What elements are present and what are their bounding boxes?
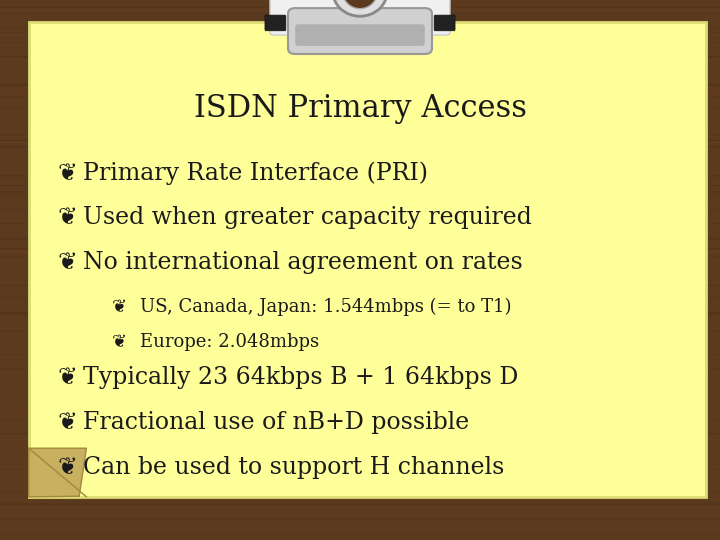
Text: ❦: ❦	[112, 298, 127, 316]
Text: ❦: ❦	[58, 366, 77, 389]
Text: No international agreement on rates: No international agreement on rates	[83, 251, 523, 274]
Text: ISDN Primary Access: ISDN Primary Access	[194, 92, 526, 124]
FancyBboxPatch shape	[265, 15, 286, 31]
Text: ❦: ❦	[58, 206, 77, 230]
Text: ❦: ❦	[58, 410, 77, 434]
Text: Used when greater capacity required: Used when greater capacity required	[83, 206, 531, 229]
Text: Europe: 2.048mbps: Europe: 2.048mbps	[140, 333, 320, 352]
Text: Can be used to support H channels: Can be used to support H channels	[83, 456, 504, 478]
Text: US, Canada, Japan: 1.544mbps (= to T1): US, Canada, Japan: 1.544mbps (= to T1)	[140, 298, 512, 316]
FancyBboxPatch shape	[288, 8, 432, 54]
Text: ❦: ❦	[58, 161, 77, 185]
Text: Fractional use of nB+D possible: Fractional use of nB+D possible	[83, 411, 469, 434]
Text: Primary Rate Interface (PRI): Primary Rate Interface (PRI)	[83, 161, 428, 185]
FancyBboxPatch shape	[29, 22, 706, 497]
FancyBboxPatch shape	[295, 24, 425, 46]
Polygon shape	[29, 448, 86, 497]
Ellipse shape	[343, 0, 377, 9]
Text: Typically 23 64kbps B + 1 64kbps D: Typically 23 64kbps B + 1 64kbps D	[83, 366, 518, 389]
Ellipse shape	[333, 0, 387, 16]
Text: ❦: ❦	[58, 251, 77, 274]
Text: ❦: ❦	[58, 455, 77, 479]
FancyBboxPatch shape	[434, 15, 455, 31]
Text: ❦: ❦	[112, 333, 127, 352]
FancyBboxPatch shape	[270, 0, 450, 35]
